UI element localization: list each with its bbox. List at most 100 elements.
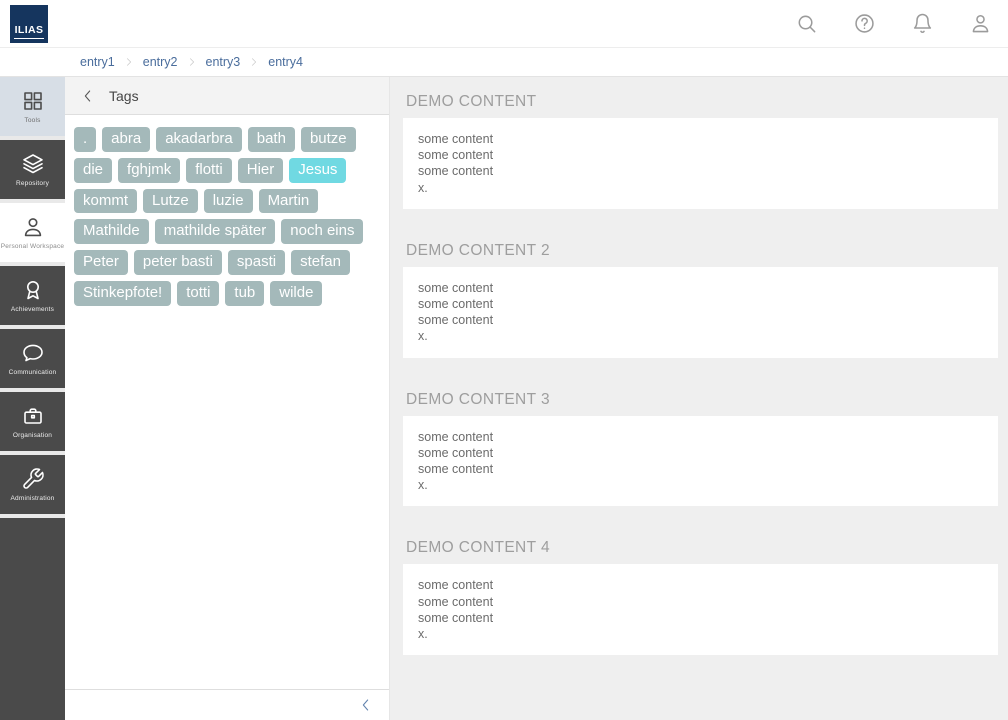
sidebar-item-label: Administration xyxy=(10,495,55,502)
content-card: some content some content some content x. xyxy=(403,415,998,507)
sidebar-item-communication[interactable]: Communication xyxy=(0,329,65,388)
wrench-icon xyxy=(21,467,45,491)
tag-flotti[interactable]: flotti xyxy=(186,157,232,183)
section-title: DEMO CONTENT 2 xyxy=(406,241,550,259)
back-chevron-icon[interactable] xyxy=(80,88,96,104)
user-icon xyxy=(21,215,45,239)
tag-bath[interactable]: bath xyxy=(247,127,295,152)
tag-peter[interactable]: Peter xyxy=(74,250,128,275)
content-line: x. xyxy=(418,478,428,493)
tag-tub[interactable]: tub xyxy=(225,280,265,306)
tag-cloud: . abra akadarbra bath butze die fghjmk flotti Hi… xyxy=(65,115,389,689)
content-card: some content some content some content x. xyxy=(403,564,998,656)
content-line: some content xyxy=(418,148,494,163)
breadcrumb: entry1 entry2 entry3 entry4 xyxy=(0,48,1008,77)
tag-akadarbra[interactable]: akadarbra xyxy=(156,127,242,152)
content-line: some content xyxy=(418,280,494,295)
tag-stinkepfote[interactable]: Stinkepfote! xyxy=(74,280,172,306)
tag-die[interactable]: die xyxy=(74,157,113,183)
sidebar-item-tools[interactable]: Tools xyxy=(0,77,65,136)
tags-panel-header: Tags xyxy=(65,77,389,115)
content-section-demo-content-4: DEMO CONTENT 4 some content some content so… xyxy=(403,539,998,656)
content-line: x. xyxy=(418,180,428,195)
tag-martin[interactable]: Martin xyxy=(258,188,319,214)
tags-panel-title: Tags xyxy=(109,87,139,104)
content-line: some content xyxy=(418,297,494,312)
tag-kommt[interactable]: kommt xyxy=(74,188,137,214)
content-card: some content some content some content x. xyxy=(403,118,998,209)
content-line: some content xyxy=(418,313,494,328)
collapse-panel-icon[interactable] xyxy=(358,697,374,713)
sidebar-item-label: Achievements xyxy=(10,306,55,313)
sidebar-item-label: Personal Workspace xyxy=(0,243,65,250)
section-title: DEMO CONTENT 3 xyxy=(406,390,550,408)
breadcrumb-link-entry4[interactable]: entry4 xyxy=(268,55,303,69)
sidebar-item-organisation[interactable]: Organisation xyxy=(0,392,65,451)
sidebar-item-personal-workspace[interactable]: Personal Workspace xyxy=(0,203,65,262)
sidebar-item-label: Tools xyxy=(24,117,41,124)
tag-hier[interactable]: Hier xyxy=(237,157,284,183)
section-title: DEMO CONTENT 4 xyxy=(406,539,550,557)
content-line: x. xyxy=(418,329,428,344)
ilias-logo[interactable]: ILIAS xyxy=(10,4,48,43)
tag-item[interactable]: . xyxy=(74,127,97,152)
breadcrumb-link-entry1[interactable]: entry1 xyxy=(80,55,115,69)
user-menu-icon[interactable] xyxy=(969,12,992,35)
tag-luzie[interactable]: luzie xyxy=(203,188,253,214)
breadcrumb-separator-icon xyxy=(124,57,134,67)
tag-totti[interactable]: totti xyxy=(177,280,220,306)
layers-icon xyxy=(21,152,45,176)
content-line: some content xyxy=(418,429,494,444)
breadcrumb-separator-icon xyxy=(187,57,197,67)
sidebar-item-label: Repository xyxy=(15,180,50,187)
grid-icon xyxy=(21,89,45,113)
top-header: ILIAS xyxy=(0,0,1008,48)
tag-spasti[interactable]: spasti xyxy=(227,250,286,275)
ilias-logo-text: ILIAS xyxy=(13,24,45,39)
notifications-icon[interactable] xyxy=(911,12,934,35)
tag-mathilde-sp-ter[interactable]: mathilde später xyxy=(154,219,276,244)
briefcase-icon xyxy=(21,404,45,428)
sidebar-item-administration[interactable]: Administration xyxy=(0,455,65,514)
content-section-demo-content-2: DEMO CONTENT 2 some content some content so… xyxy=(403,242,998,358)
tag-mathilde[interactable]: Mathilde xyxy=(74,219,149,244)
tag-fghjmk[interactable]: fghjmk xyxy=(118,157,181,183)
breadcrumb-link-entry2[interactable]: entry2 xyxy=(142,55,178,69)
sidebar-item-achievements[interactable]: Achievements xyxy=(0,266,65,325)
tag-peter-basti[interactable]: peter basti xyxy=(133,250,222,275)
content-line: some content xyxy=(418,594,494,609)
sidebar-filler xyxy=(0,518,65,720)
sidebar-item-repository[interactable]: Repository xyxy=(0,140,65,199)
tag-stefan[interactable]: stefan xyxy=(291,250,350,275)
help-icon[interactable] xyxy=(853,12,876,35)
sidebar-item-label: Communication xyxy=(8,369,57,376)
content-line: some content xyxy=(418,462,494,477)
content-line: some content xyxy=(418,578,494,593)
content-line: x. xyxy=(418,627,428,642)
main-content: DEMO CONTENT some content some content some… xyxy=(390,77,1008,720)
breadcrumb-separator-icon xyxy=(249,57,259,67)
tag-lutze[interactable]: Lutze xyxy=(143,188,198,214)
content-line: some content xyxy=(418,445,494,460)
tag-jesus[interactable]: Jesus xyxy=(289,157,347,183)
tags-panel: Tags . abra akadarbra bath butze die fghjmk flo… xyxy=(65,77,390,720)
content-line: some content xyxy=(418,132,494,146)
tags-panel-footer xyxy=(65,689,389,720)
tag-abra[interactable]: abra xyxy=(102,127,151,152)
page-body: Tools Repository Personal Workspace Achieve… xyxy=(0,77,1008,720)
tag-noch-eins[interactable]: noch eins xyxy=(281,219,364,244)
tag-butze[interactable]: butze xyxy=(300,127,356,152)
content-section-demo-content-3: DEMO CONTENT 3 some content some content so… xyxy=(403,391,998,507)
content-card: some content some content some content x. xyxy=(403,266,998,358)
header-icons xyxy=(795,12,992,35)
content-section-demo-content: DEMO CONTENT some content some content some… xyxy=(403,93,998,209)
sidebar-item-label: Organisation xyxy=(12,432,53,439)
section-title: DEMO CONTENT xyxy=(406,93,537,110)
tag-wilde[interactable]: wilde xyxy=(270,280,323,306)
content-line: some content xyxy=(418,610,494,625)
content-line: some content xyxy=(418,164,494,179)
search-icon[interactable] xyxy=(795,12,818,35)
chat-icon xyxy=(21,341,45,365)
breadcrumb-link-entry3[interactable]: entry3 xyxy=(205,55,241,69)
main-sidebar: Tools Repository Personal Workspace Achieve… xyxy=(0,77,65,720)
